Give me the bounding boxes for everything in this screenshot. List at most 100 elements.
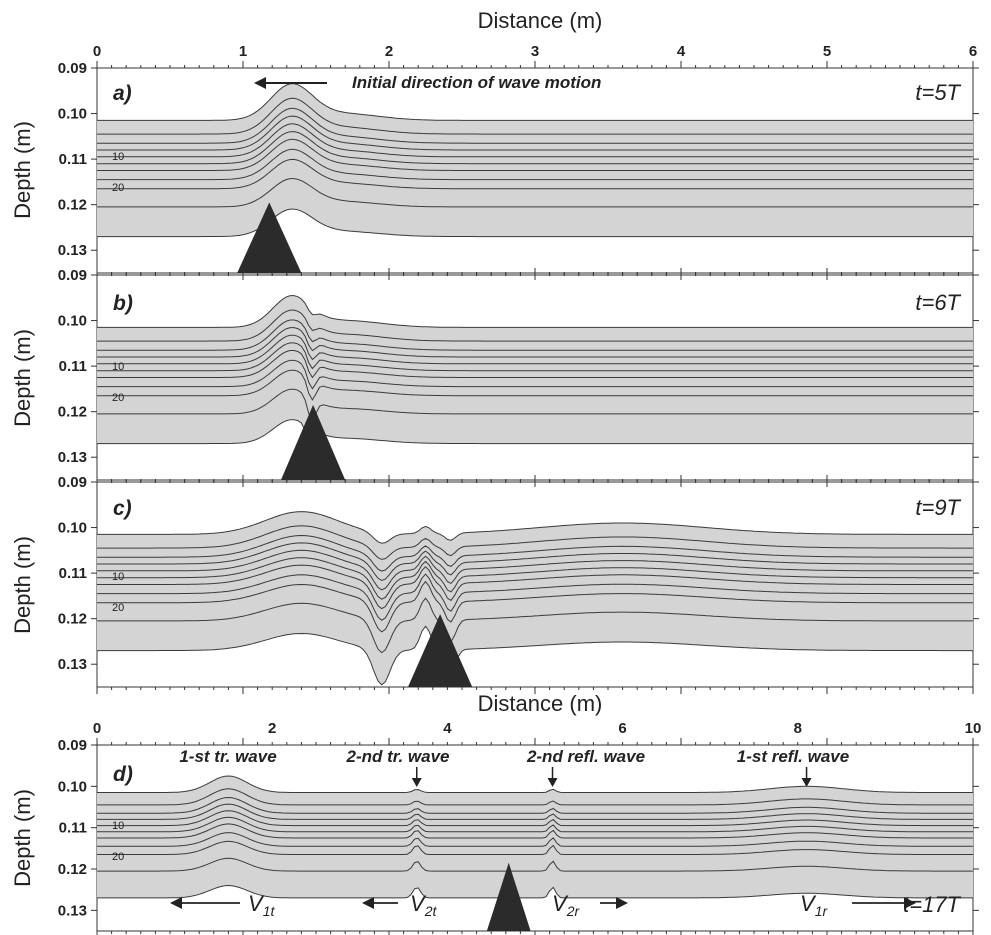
panel-d: 0.090.100.110.120.130 2 4 6 8 10 d) t=17T 1-s… (10, 720, 981, 935)
panel-c-isoline-9 (97, 580, 973, 633)
panel-a-isoline-2 (97, 97, 973, 135)
panel-d-isoline-4 (97, 803, 973, 820)
wave-pointer-arrowhead (411, 778, 422, 787)
panel-c-isoline-11 (97, 625, 973, 686)
velocity-v1r: V1r (800, 891, 916, 919)
panel-a-isoline-6 (97, 131, 973, 165)
velocity-v1t: V1t (170, 891, 275, 919)
right-arrow-icon (600, 897, 628, 909)
panel-b-layers (97, 295, 973, 480)
panel-c-label: c) (113, 497, 132, 520)
y-tick-label: 0.12 (58, 861, 87, 878)
panel-b-stratified-fill (97, 295, 973, 452)
wave-pointer-arrows (411, 767, 812, 787)
y-tick-label: 0.11 (59, 151, 87, 168)
panel-a-layers (97, 83, 973, 273)
panel-c-line-label-20: 20 (112, 602, 124, 614)
panel-c-obstacle (407, 614, 473, 687)
x-tick-label: 1 (239, 43, 247, 60)
wave-label-2nd-tr: 2-nd tr. wave (346, 747, 450, 766)
y-tick-label: 0.11 (59, 565, 87, 582)
panel-d-y-axis-title: Depth (m) (10, 789, 35, 887)
panel-c-line-label-10: 10 (112, 571, 124, 583)
x-tick-label: 4 (677, 43, 686, 60)
velocity-v1t-label: V1t (248, 891, 275, 919)
y-tick-label: 0.09 (58, 267, 87, 284)
panel-c-time-label: t=9T (915, 495, 961, 520)
panel-b: 0.09 0.10 0.11 0.12 0.13 b) t=6T 10 20 Depth… (10, 267, 979, 487)
x-tick-label: 0 (93, 720, 101, 737)
velocity-v2t: V2t (362, 891, 437, 919)
panel-b-obstacle (280, 404, 346, 480)
bottom-x-axis-title: Distance (m) (478, 691, 603, 716)
panel-a-y-axis-title: Depth (m) (10, 121, 35, 219)
panel-c-isoline-10 (97, 597, 973, 654)
wave-pointer-arrowhead (801, 778, 812, 787)
panel-b-isoline-6 (97, 342, 973, 372)
panel-b-isoline-8 (97, 359, 973, 390)
panel-d-obstacle (486, 862, 531, 931)
panel-b-isoline-2 (97, 309, 973, 342)
panel-a-time-label: t=5T (915, 80, 961, 105)
panel-d-isoline-8 (97, 832, 973, 847)
velocity-v2t-label: V2t (410, 891, 437, 919)
panel-c-isoline-6 (97, 557, 973, 600)
y-tick-label: 0.13 (58, 449, 87, 466)
top-x-axis-title: Distance (m) (478, 8, 603, 33)
left-arrow-icon (170, 897, 240, 909)
panel-d-line-label-10: 10 (112, 820, 124, 832)
wave-label-1st-refl: 1-st refl. wave (737, 747, 849, 766)
left-arrow-icon (254, 77, 327, 89)
panel-d-isoline-10 (97, 857, 973, 872)
panel-a-label: a) (113, 82, 132, 105)
panel-d-ticks: 0.09 0.10 0.11 0.12 0.13 0 2 4 6 8 10 (58, 720, 981, 935)
y-tick-label: 0.12 (58, 404, 87, 421)
panel-c-isoline-3 (97, 534, 973, 572)
panel-a-isoline-4 (97, 115, 973, 151)
y-tick-label: 0.09 (58, 60, 87, 77)
panel-a: 0.09 0.10 0.11 0.12 0.13 0 1 2 3 4 5 6 a) t=5T Init… (10, 43, 979, 280)
y-tick-label: 0.13 (58, 242, 87, 259)
y-tick-label: 0.10 (58, 520, 87, 537)
panel-a-isoline-7 (97, 138, 973, 171)
x-tick-label: 2 (385, 43, 393, 60)
panel-a-ticks: 0.09 0.10 0.11 0.12 0.13 0 1 2 3 4 5 6 (58, 43, 979, 280)
panel-b-line-label-10: 10 (112, 361, 124, 373)
panel-b-y-axis-title: Depth (m) (10, 329, 35, 427)
velocity-v2r: V2r (552, 891, 628, 919)
panel-c-isoline-8 (97, 573, 973, 621)
panel-d-stratified-fill (97, 776, 973, 898)
panel-c-isoline-4 (97, 542, 973, 582)
panel-d-isoline-1 (97, 775, 973, 793)
panel-c-isoline-2 (97, 525, 973, 560)
x-tick-label: 6 (969, 43, 977, 60)
panel-a-line-label-20: 20 (112, 182, 124, 194)
x-tick-label: 8 (794, 720, 802, 737)
x-tick-label: 5 (823, 43, 831, 60)
wave-pointer-arrowhead (547, 778, 558, 787)
panel-d-isoline-2 (97, 788, 973, 806)
wave-label-2nd-refl: 2-nd refl. wave (526, 747, 645, 766)
panel-a-stratified-fill (97, 83, 973, 237)
y-tick-label: 0.13 (58, 656, 87, 673)
panel-c-layers (97, 511, 973, 687)
velocity-v2r-label: V2r (552, 891, 580, 919)
panel-b-isoline-4 (97, 327, 973, 358)
panel-d-label: d) (113, 763, 133, 786)
panel-c-isoline-5 (97, 549, 973, 591)
x-tick-label: 3 (531, 43, 539, 60)
panel-b-label: b) (113, 292, 133, 315)
x-tick-label: 0 (93, 43, 101, 60)
panel-a-isoline-5 (97, 123, 973, 158)
panel-d-line-label-20: 20 (112, 851, 124, 863)
panel-d-isoline-6 (97, 816, 973, 833)
y-tick-label: 0.10 (58, 313, 87, 330)
panel-b-isoline-7 (97, 350, 973, 379)
panel-c-stratified-fill (97, 511, 973, 685)
panel-b-isoline-5 (97, 334, 973, 365)
panel-b-isoline-10 (97, 388, 973, 422)
panel-a-isoline-9 (97, 158, 973, 190)
velocity-v1r-label: V1r (800, 891, 828, 919)
panel-d-layers (97, 775, 973, 931)
